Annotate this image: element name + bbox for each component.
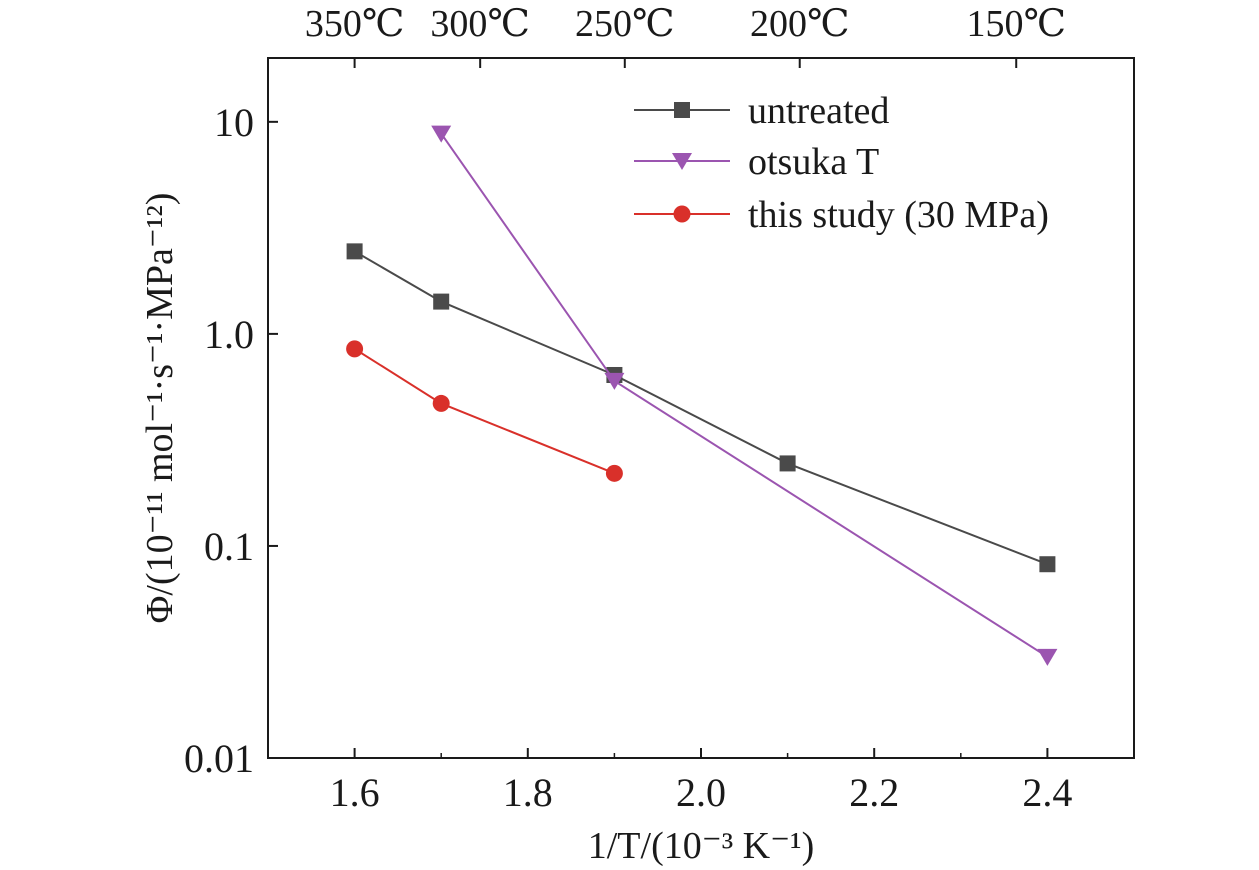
legend-label: untreated	[748, 90, 889, 132]
y-tick-label: 1.0	[204, 312, 254, 357]
x-axis-ticks	[353, 748, 1049, 758]
series-line-1	[354, 250, 1048, 566]
data-point	[346, 243, 363, 260]
data-point	[779, 455, 796, 472]
data-point	[1039, 556, 1056, 573]
legend-marker	[673, 205, 691, 223]
y-axis-ticks	[268, 120, 278, 759]
data-point	[1037, 648, 1058, 666]
series-layer	[346, 125, 1058, 666]
x-axis-labels: 1.6 1.8 2.0 2.2 2.4	[330, 770, 1073, 815]
top-tick-label: 350℃	[305, 3, 405, 45]
legend: untreated otsuka T this study (30 MPa)	[634, 90, 1049, 236]
x-axis-title: 1/T/(10⁻³ K⁻¹)	[588, 825, 814, 867]
data-point	[604, 372, 625, 390]
y-tick-label: 0.1	[204, 524, 254, 569]
x-tick-label: 1.6	[330, 770, 380, 815]
data-point	[432, 394, 450, 412]
x-tick-label: 2.4	[1022, 770, 1072, 815]
x-tick-label: 2.2	[849, 770, 899, 815]
top-axis-labels: 350℃ 300℃ 250℃ 200℃ 150℃	[305, 3, 1066, 45]
legend-marker	[672, 153, 692, 170]
top-tick-label: 250℃	[575, 3, 675, 45]
data-point	[346, 340, 364, 358]
legend-marker	[674, 102, 690, 118]
series-line-3	[354, 348, 615, 475]
y-axis-labels: 0.01 0.1 1.0 10	[184, 100, 254, 781]
legend-label: this study (30 MPa)	[748, 194, 1049, 236]
y-axis-title: Φ/(10⁻¹¹ mol⁻¹·s⁻¹·MPa⁻¹²)	[139, 193, 181, 624]
x-tick-label: 1.8	[503, 770, 553, 815]
top-tick-label: 300℃	[430, 3, 530, 45]
plot-frame	[267, 57, 1135, 759]
data-point	[431, 125, 452, 143]
y-tick-label: 0.01	[184, 736, 254, 781]
data-point	[433, 293, 450, 310]
top-tick-label: 150℃	[966, 3, 1066, 45]
top-axis-ticks	[353, 58, 1018, 68]
top-tick-label: 200℃	[750, 3, 850, 45]
x-tick-label: 2.0	[676, 770, 726, 815]
legend-label: otsuka T	[748, 141, 879, 183]
data-point	[605, 464, 623, 482]
y-tick-label: 10	[214, 100, 254, 145]
